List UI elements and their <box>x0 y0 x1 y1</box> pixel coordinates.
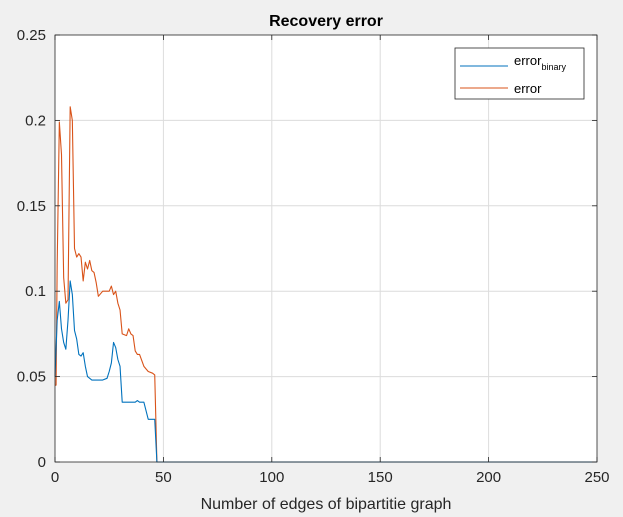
x-axis-title: Number of edges of bipartitie graph <box>201 496 452 513</box>
plot-area <box>55 35 597 462</box>
y-tick-label: 0.1 <box>25 283 46 300</box>
y-tick-label: 0.15 <box>17 198 46 215</box>
legend: errorbinary error <box>454 47 585 100</box>
x-tick-labels: 0 50 100 150 200 250 <box>51 469 610 486</box>
legend-label-series-1-subscript: binary <box>541 62 566 72</box>
legend-label-series-2: error <box>514 81 542 96</box>
x-tick-label: 250 <box>584 469 609 486</box>
x-tick-label: 200 <box>476 469 501 486</box>
y-tick-labels: 0 0.05 0.1 0.15 0.2 0.25 <box>17 27 46 471</box>
legend-label-series-1-name: error <box>514 53 542 68</box>
series-line-2 <box>55 106 597 463</box>
series-lines <box>54 106 597 463</box>
chart-title: Recovery error <box>269 13 383 30</box>
series-line-1 <box>54 280 597 463</box>
grid-lines <box>55 35 597 462</box>
y-tick-label: 0.05 <box>17 369 46 386</box>
legend-label-series-1: errorbinary <box>514 53 566 72</box>
y-tick-label: 0.2 <box>25 112 46 129</box>
legend-box <box>454 47 585 100</box>
x-tick-label: 50 <box>155 469 172 486</box>
x-tick-label: 0 <box>51 469 59 486</box>
axes-box <box>54 34 598 463</box>
x-tick-label: 150 <box>368 469 393 486</box>
axis-ticks <box>54 34 598 463</box>
y-tick-label: 0.25 <box>17 27 46 44</box>
x-tick-label: 100 <box>259 469 284 486</box>
y-tick-label: 0 <box>38 454 46 471</box>
